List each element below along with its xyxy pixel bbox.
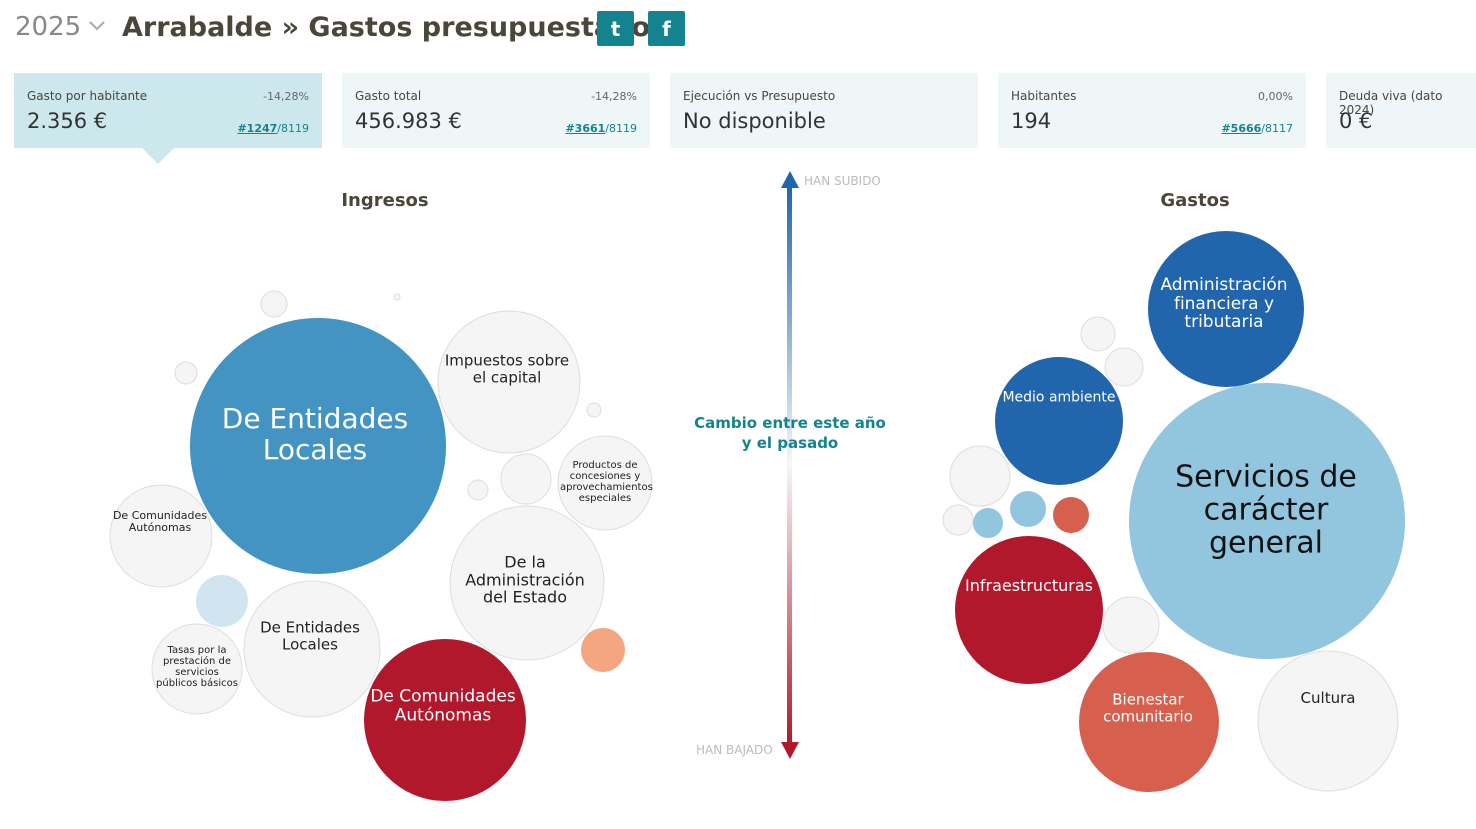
axis-label: HAN SUBIDO: [804, 174, 881, 188]
bubble[interactable]: [1148, 231, 1304, 387]
bubble-label: De la Administración del Estado: [465, 552, 585, 607]
bubble-label: De Comunidades Autónomas: [370, 686, 516, 725]
bubble[interactable]: [1080, 316, 1116, 352]
bubble[interactable]: [151, 623, 243, 715]
bubble[interactable]: [973, 508, 1003, 538]
bubble[interactable]: [449, 505, 605, 661]
rank-total: /8119: [277, 122, 309, 135]
bubble-label: Cultura: [1300, 688, 1356, 707]
bubble-label: De Entidades Locales: [260, 618, 360, 653]
rank-link[interactable]: #3661: [565, 122, 606, 135]
card-label: Habitantes: [1011, 89, 1077, 103]
bubble[interactable]: [437, 310, 581, 454]
axis-caption: Cambio entre este año y el pasado: [694, 414, 886, 452]
bubble[interactable]: [500, 453, 552, 505]
card[interactable]: Ejecución vs Presupuesto No disponible: [670, 73, 978, 148]
rank-total: /8117: [1261, 122, 1293, 135]
bubble[interactable]: [1104, 347, 1144, 387]
bubble[interactable]: [364, 639, 526, 801]
bubble-label: Impuestos sobre el capital: [444, 351, 570, 386]
bubble[interactable]: [467, 479, 489, 501]
card-change: -14,28%: [263, 90, 309, 103]
expense-bubbles: [942, 231, 1405, 792]
card-rank: #5666/8117: [1221, 122, 1293, 135]
card-value: 456.983 €: [355, 109, 462, 133]
change-axis: [787, 186, 792, 744]
card-label: Deuda viva (dato 2024): [1339, 89, 1443, 117]
card[interactable]: Gasto total -14,28% 456.983 € #3661/8119: [342, 73, 650, 148]
bubble[interactable]: [557, 435, 653, 531]
card-pointer: [142, 148, 174, 164]
bubble-label: Bienestar comunitario: [1103, 690, 1193, 725]
rank-link[interactable]: #5666: [1221, 122, 1262, 135]
bubble[interactable]: [196, 575, 248, 627]
bubble[interactable]: [243, 580, 381, 718]
card-rank: #1247/8119: [237, 122, 309, 135]
bubble[interactable]: [393, 293, 401, 301]
card-value: No disponible: [683, 109, 826, 133]
page-title: Arrabalde » Gastos presupuestados: [122, 12, 667, 43]
year-selector[interactable]: 2025: [15, 12, 82, 42]
card[interactable]: Deuda viva (dato 2024) 0 €: [1326, 73, 1476, 148]
bubble[interactable]: [942, 504, 974, 536]
bubble[interactable]: [949, 445, 1011, 507]
bubble[interactable]: [1102, 596, 1160, 654]
arrow-up: [781, 171, 799, 188]
bubble[interactable]: [1010, 491, 1046, 527]
bubble[interactable]: [955, 536, 1103, 684]
bubble[interactable]: [1129, 383, 1405, 659]
rank-total: /8119: [605, 122, 637, 135]
bubble[interactable]: [190, 318, 446, 574]
bubble-label: Infraestructuras: [965, 576, 1093, 596]
card[interactable]: Gasto por habitante -14,28% 2.356 € #124…: [14, 73, 322, 148]
bubble-label: Productos de concesiones y aprovechamien…: [560, 460, 653, 504]
card-label: Gasto por habitante: [27, 89, 148, 103]
axis-label: HAN BAJADO: [696, 743, 773, 757]
card[interactable]: Habitantes 0,00% 194 #5666/8117: [998, 73, 1306, 148]
card-value: 2.356 €: [27, 109, 108, 133]
bubble-label: Medio ambiente: [1002, 389, 1116, 406]
card-label: Ejecución vs Presupuesto: [683, 89, 836, 103]
chevron[interactable]: [88, 20, 106, 32]
bubble-label: De Entidades Locales: [221, 402, 409, 466]
card-value: 194: [1011, 109, 1052, 133]
card-rank: #3661/8119: [565, 122, 637, 135]
bubble[interactable]: [581, 628, 625, 672]
bubble-label: Servicios de carácter general: [1175, 459, 1357, 561]
rank-link[interactable]: #1247: [237, 122, 278, 135]
bubble[interactable]: [109, 484, 213, 588]
income-bubbles: [109, 290, 653, 801]
card-label: Gasto total: [355, 89, 422, 103]
twitter-button[interactable]: t: [597, 11, 634, 46]
bubble-label: Tasas por la prestación de servicios púb…: [156, 645, 238, 689]
bubble[interactable]: [1053, 497, 1089, 533]
bubble[interactable]: [260, 290, 288, 318]
section-title: Ingresos: [341, 190, 429, 211]
card-change: -14,28%: [591, 90, 637, 103]
bubble[interactable]: [586, 402, 602, 418]
bubble-label: De Comunidades Autónomas: [112, 508, 208, 534]
bubble[interactable]: [995, 357, 1123, 485]
arrow-down: [781, 742, 799, 759]
facebook-button[interactable]: f: [648, 11, 685, 46]
bubble[interactable]: [174, 361, 198, 385]
section-title: Gastos: [1160, 190, 1230, 211]
bubble-label: Administración financiera y tributaria: [1160, 274, 1288, 333]
card-change: 0,00%: [1258, 90, 1293, 103]
bubble[interactable]: [1257, 650, 1399, 792]
card-value: 0 €: [1339, 109, 1373, 133]
bubble[interactable]: [1079, 652, 1219, 792]
